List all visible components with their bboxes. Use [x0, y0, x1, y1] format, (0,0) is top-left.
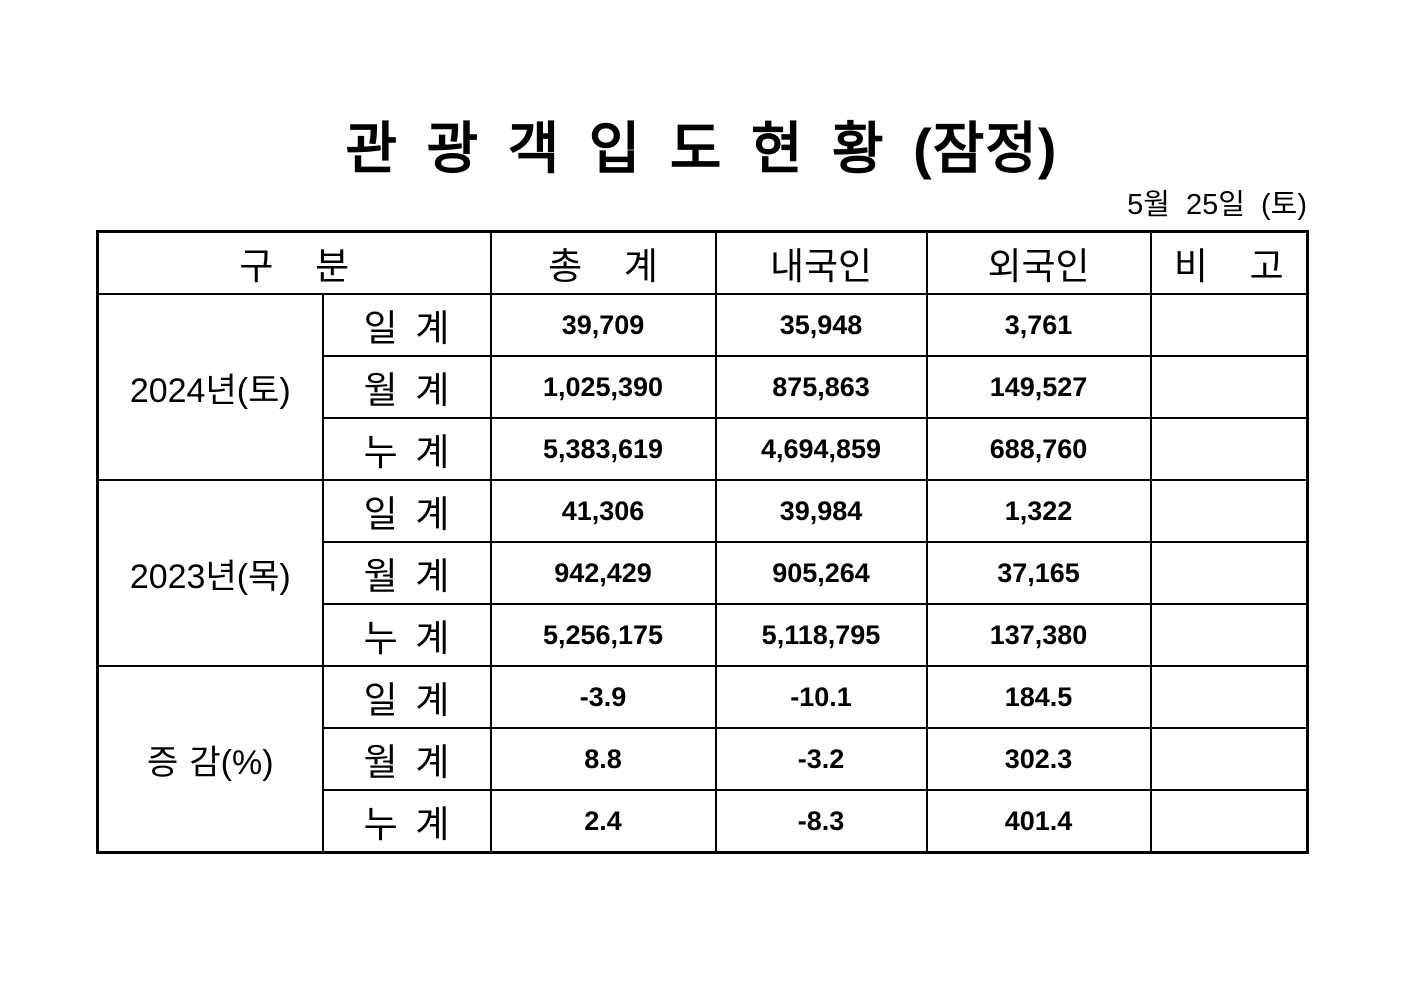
cell-2024-monthly-foreign: 149,527: [925, 355, 1152, 419]
cell-change-daily-foreign: 184.5: [925, 665, 1152, 729]
row-label-daily: 일 계: [321, 479, 492, 543]
cell-2024-daily-domestic: 35,948: [714, 293, 928, 357]
cell-change-cumulative-foreign: 401.4: [925, 789, 1152, 854]
page-title: 관 광 객 입 도 현 황 (잠정): [345, 117, 1058, 180]
table-row: 누 계 2.4 -8.3 401.4: [98, 789, 1309, 854]
cell-change-cumulative-remarks: [1149, 789, 1309, 854]
cell-2023-cumulative-remarks: [1149, 603, 1309, 667]
cell-2023-monthly-foreign: 37,165: [925, 541, 1152, 605]
cell-2024-cumulative-foreign: 688,760: [925, 417, 1152, 481]
cell-2024-cumulative-remarks: [1149, 417, 1309, 481]
cell-2024-daily-foreign: 3,761: [925, 293, 1152, 357]
cell-2023-daily-total: 41,306: [489, 479, 717, 543]
cell-2023-cumulative-foreign: 137,380: [925, 603, 1152, 667]
cell-2024-monthly-total: 1,025,390: [489, 355, 717, 419]
col-header-category: 구 분: [96, 230, 492, 295]
cell-change-daily-domestic: -10.1: [714, 665, 928, 729]
cell-change-monthly-foreign: 302.3: [925, 727, 1152, 791]
table-row: 월 계 1,025,390 875,863 149,527: [98, 355, 1309, 419]
cell-2024-cumulative-domestic: 4,694,859: [714, 417, 928, 481]
table-row: 누 계 5,256,175 5,118,795 137,380: [98, 603, 1309, 667]
cell-2024-monthly-domestic: 875,863: [714, 355, 928, 419]
row-label-daily: 일 계: [321, 293, 492, 357]
col-header-domestic: 내국인: [714, 230, 928, 295]
cell-change-daily-remarks: [1149, 665, 1309, 729]
col-header-foreign: 외국인: [925, 230, 1152, 295]
col-header-remarks: 비 고: [1149, 230, 1309, 295]
cell-2023-daily-domestic: 39,984: [714, 479, 928, 543]
cell-change-daily-total: -3.9: [489, 665, 717, 729]
row-label-monthly: 월 계: [321, 727, 492, 791]
cell-change-monthly-remarks: [1149, 727, 1309, 791]
cell-2024-daily-remarks: [1149, 293, 1309, 357]
cell-2024-daily-total: 39,709: [489, 293, 717, 357]
row-label-monthly: 월 계: [321, 355, 492, 419]
table-row: 증 감(%) 일 계 -3.9 -10.1 184.5: [96, 665, 1309, 854]
cell-2023-cumulative-total: 5,256,175: [489, 603, 717, 667]
table-row: 2024년(토) 일 계 39,709 35,948 3,761: [96, 293, 1309, 481]
table-header-row: 구 분 총 계 내국인 외국인 비 고: [96, 230, 1309, 295]
cell-2023-daily-foreign: 1,322: [925, 479, 1152, 543]
cell-change-cumulative-total: 2.4: [489, 789, 717, 854]
table-row: 월 계 8.8 -3.2 302.3: [98, 727, 1309, 791]
cell-2023-monthly-domestic: 905,264: [714, 541, 928, 605]
col-header-total: 총 계: [489, 230, 717, 295]
table-row: 월 계 942,429 905,264 37,165: [98, 541, 1309, 605]
table-row: 2023년(목) 일 계 41,306 39,984 1,322: [96, 479, 1309, 667]
row-label-cumulative: 누 계: [321, 417, 492, 481]
cell-2023-monthly-total: 942,429: [489, 541, 717, 605]
cell-change-monthly-domestic: -3.2: [714, 727, 928, 791]
cell-2024-monthly-remarks: [1149, 355, 1309, 419]
report-date: 5월 25일 (토): [1127, 189, 1307, 221]
cell-2023-daily-remarks: [1149, 479, 1309, 543]
row-label-monthly: 월 계: [321, 541, 492, 605]
cell-2023-monthly-remarks: [1149, 541, 1309, 605]
tourist-arrivals-table: 구 분 총 계 내국인 외국인 비 고 2024년(토) 일 계 39,709 …: [96, 230, 1309, 854]
row-label-cumulative: 누 계: [321, 789, 492, 854]
cell-2024-cumulative-total: 5,383,619: [489, 417, 717, 481]
group-label-change-pct: 증 감(%): [96, 665, 324, 854]
cell-change-monthly-total: 8.8: [489, 727, 717, 791]
row-label-daily: 일 계: [321, 665, 492, 729]
group-label-2024: 2024년(토): [96, 293, 324, 481]
row-label-cumulative: 누 계: [321, 603, 492, 667]
cell-change-cumulative-domestic: -8.3: [714, 789, 928, 854]
table-row: 누 계 5,383,619 4,694,859 688,760: [98, 417, 1309, 481]
cell-2023-cumulative-domestic: 5,118,795: [714, 603, 928, 667]
group-label-2023: 2023년(목): [96, 479, 324, 667]
